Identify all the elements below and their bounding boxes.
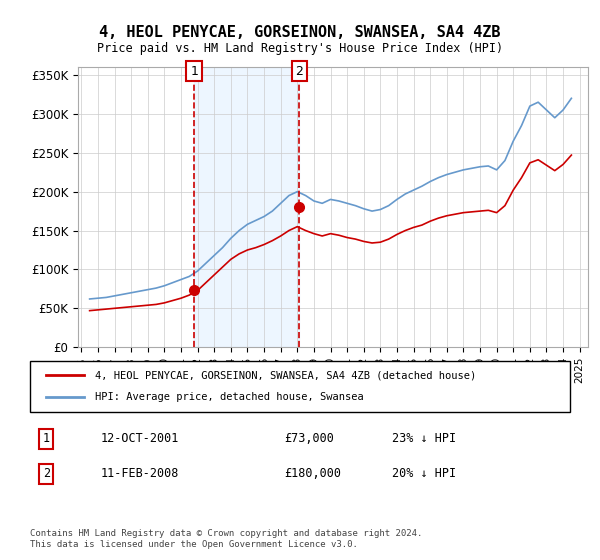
- Text: 23% ↓ HPI: 23% ↓ HPI: [392, 432, 456, 445]
- Text: 20% ↓ HPI: 20% ↓ HPI: [392, 467, 456, 480]
- Bar: [194, 67, 195, 347]
- Text: Contains HM Land Registry data © Crown copyright and database right 2024.
This d: Contains HM Land Registry data © Crown c…: [30, 529, 422, 549]
- Text: £73,000: £73,000: [284, 432, 334, 445]
- Text: 4, HEOL PENYCAE, GORSEINON, SWANSEA, SA4 4ZB (detached house): 4, HEOL PENYCAE, GORSEINON, SWANSEA, SA4…: [95, 370, 476, 380]
- Text: 1: 1: [190, 64, 198, 78]
- Text: £180,000: £180,000: [284, 467, 341, 480]
- Bar: [194, 67, 299, 347]
- Text: 1: 1: [43, 432, 50, 445]
- Text: 2: 2: [295, 64, 303, 78]
- Text: 2: 2: [43, 467, 50, 480]
- Text: Price paid vs. HM Land Registry's House Price Index (HPI): Price paid vs. HM Land Registry's House …: [97, 42, 503, 55]
- Text: 11-FEB-2008: 11-FEB-2008: [100, 467, 179, 480]
- Text: HPI: Average price, detached house, Swansea: HPI: Average price, detached house, Swan…: [95, 393, 364, 403]
- Text: 4, HEOL PENYCAE, GORSEINON, SWANSEA, SA4 4ZB: 4, HEOL PENYCAE, GORSEINON, SWANSEA, SA4…: [99, 25, 501, 40]
- Text: 12-OCT-2001: 12-OCT-2001: [100, 432, 179, 445]
- FancyBboxPatch shape: [30, 361, 570, 412]
